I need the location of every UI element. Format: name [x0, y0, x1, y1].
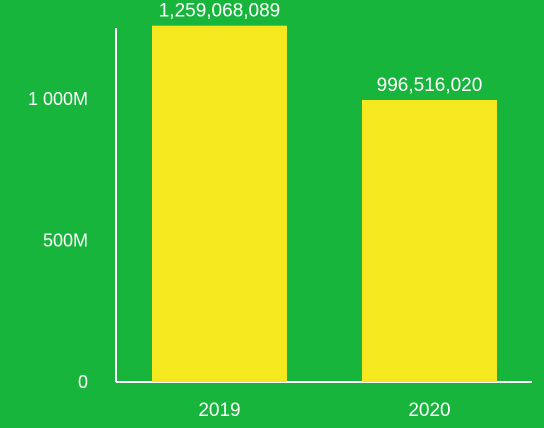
- bar-2020: [362, 99, 497, 383]
- y-tick-label: 0: [78, 372, 88, 392]
- labels-group: 0 500M 1 000M 1,259,068,089 2019 996,516,020 2…: [28, 1, 482, 421]
- data-label: 996,516,020: [377, 75, 483, 96]
- y-tick-label: 1 000M: [28, 89, 88, 109]
- y-tick-label: 500M: [43, 231, 88, 251]
- data-label: 1,259,068,089: [159, 1, 281, 22]
- bars-group: [152, 25, 497, 383]
- x-tick-label: 2019: [198, 400, 240, 421]
- bar-2019: [152, 25, 287, 383]
- x-tick-label: 2020: [408, 400, 450, 421]
